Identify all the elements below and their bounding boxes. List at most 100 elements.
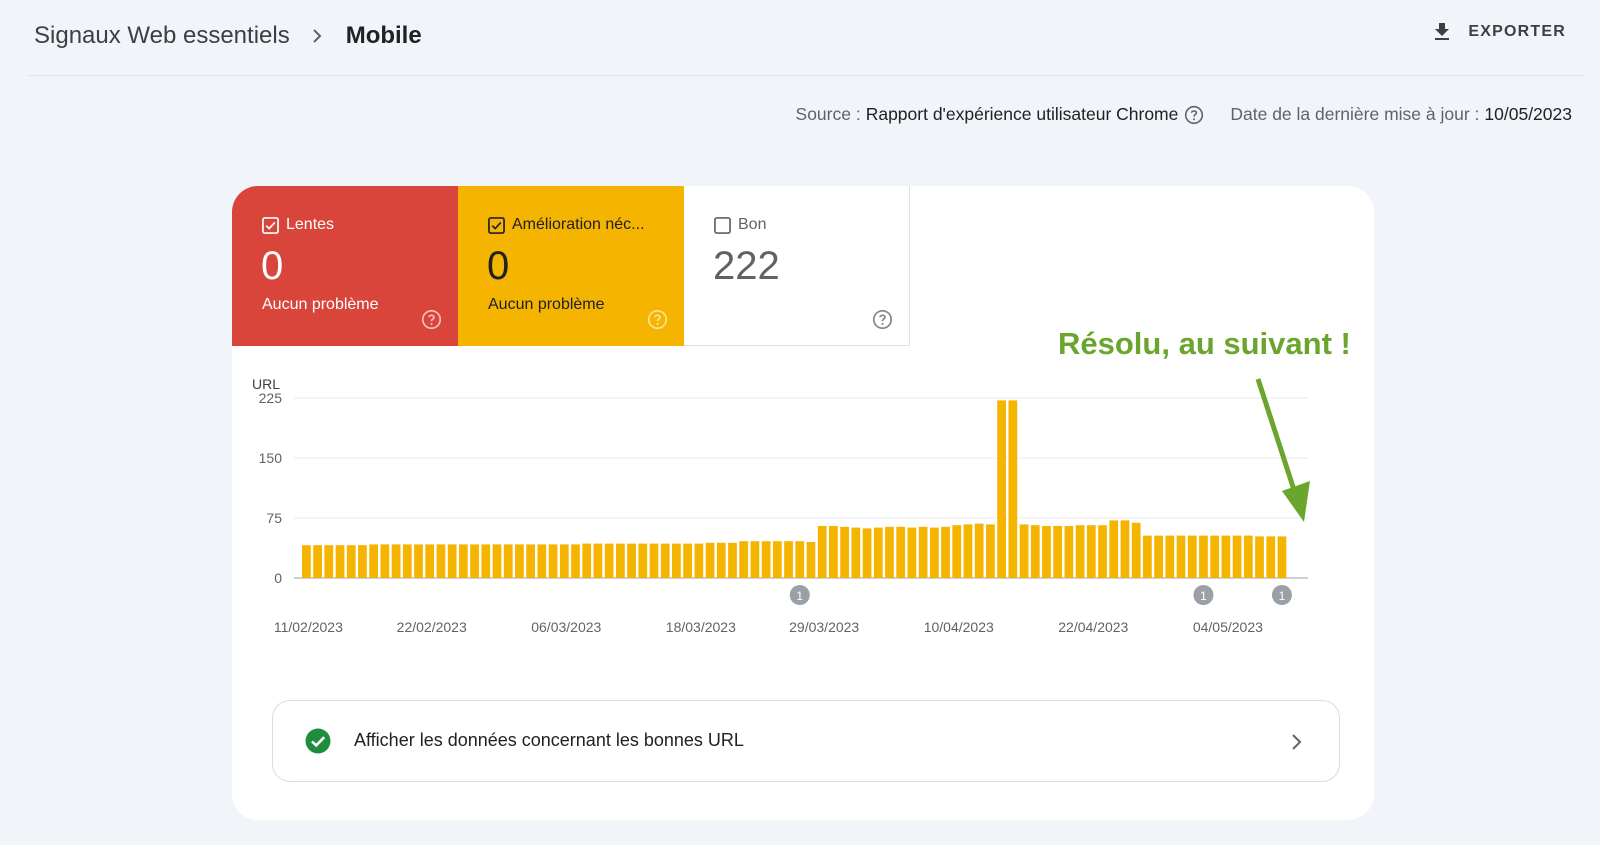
bar[interactable]: [1053, 526, 1063, 578]
bar[interactable]: [425, 544, 435, 578]
bar[interactable]: [997, 400, 1006, 578]
bar[interactable]: [1143, 535, 1152, 578]
bar[interactable]: [672, 543, 681, 578]
bar[interactable]: [1109, 520, 1119, 578]
bar[interactable]: [1008, 400, 1018, 578]
bar[interactable]: [683, 543, 693, 578]
bar[interactable]: [1243, 535, 1253, 578]
bar[interactable]: [986, 524, 995, 578]
bar[interactable]: [918, 526, 928, 578]
bar[interactable]: [627, 543, 636, 578]
bar[interactable]: [1098, 525, 1107, 578]
bar[interactable]: [851, 527, 861, 578]
chart-annotation-marker[interactable]: 1: [1271, 585, 1292, 605]
help-icon[interactable]: [872, 309, 893, 330]
tile-slow[interactable]: Lentes 0 Aucun problème: [232, 186, 458, 346]
bar[interactable]: [391, 544, 401, 578]
help-icon[interactable]: [1184, 105, 1204, 125]
bar[interactable]: [817, 526, 827, 578]
breadcrumb-root[interactable]: Signaux Web essentiels: [34, 22, 290, 49]
bar[interactable]: [952, 525, 962, 578]
bar[interactable]: [716, 542, 726, 578]
bar[interactable]: [761, 541, 771, 578]
bar[interactable]: [470, 544, 479, 578]
bar[interactable]: [335, 545, 345, 578]
bar[interactable]: [840, 526, 849, 578]
bar[interactable]: [885, 526, 894, 578]
bar[interactable]: [873, 527, 883, 578]
bar[interactable]: [795, 541, 805, 578]
bar[interactable]: [369, 544, 379, 578]
bar[interactable]: [1232, 535, 1242, 578]
bar[interactable]: [660, 543, 670, 578]
bar[interactable]: [705, 542, 715, 578]
bar[interactable]: [907, 527, 917, 578]
bar[interactable]: [963, 524, 973, 578]
bar[interactable]: [458, 544, 468, 578]
bar[interactable]: [481, 544, 491, 578]
bar[interactable]: [806, 542, 816, 578]
bar[interactable]: [1277, 536, 1287, 578]
chart-annotation-marker[interactable]: 1: [789, 585, 810, 605]
bar[interactable]: [324, 545, 334, 578]
bar[interactable]: [896, 526, 906, 578]
bar[interactable]: [1120, 520, 1130, 578]
bar[interactable]: [784, 541, 793, 578]
bar[interactable]: [1030, 525, 1040, 578]
bar[interactable]: [346, 545, 356, 578]
bar[interactable]: [1255, 536, 1264, 578]
bar[interactable]: [1187, 535, 1197, 578]
bar[interactable]: [313, 545, 322, 578]
bar[interactable]: [447, 544, 457, 578]
bar[interactable]: [515, 544, 524, 578]
checkbox-unchecked-icon[interactable]: [714, 216, 731, 234]
checkbox-checked-icon[interactable]: [488, 216, 505, 234]
bar[interactable]: [1131, 522, 1141, 578]
bar[interactable]: [941, 526, 950, 578]
bar[interactable]: [750, 541, 760, 578]
bar[interactable]: [492, 544, 502, 578]
help-icon[interactable]: [647, 309, 668, 330]
export-button[interactable]: EXPORTER: [1430, 20, 1566, 44]
bar[interactable]: [974, 523, 984, 578]
bar[interactable]: [1210, 535, 1220, 578]
bar[interactable]: [772, 541, 782, 578]
bar[interactable]: [1075, 525, 1085, 578]
bar[interactable]: [526, 544, 536, 578]
bar[interactable]: [1199, 535, 1208, 578]
bar[interactable]: [302, 545, 311, 578]
bar[interactable]: [559, 544, 569, 578]
bar[interactable]: [604, 543, 614, 578]
bar[interactable]: [1086, 525, 1096, 578]
bar[interactable]: [649, 543, 659, 578]
help-icon[interactable]: [421, 309, 442, 330]
bar[interactable]: [436, 544, 446, 578]
bar[interactable]: [1176, 535, 1186, 578]
checkbox-checked-icon[interactable]: [262, 216, 279, 234]
bar[interactable]: [929, 527, 939, 578]
bar[interactable]: [358, 545, 367, 578]
tile-needs-improvement[interactable]: Amélioration néc... 0 Aucun problème: [458, 186, 684, 346]
tile-good[interactable]: Bon 222: [684, 186, 910, 346]
good-urls-row[interactable]: Afficher les données concernant les bonn…: [272, 700, 1340, 782]
bar[interactable]: [638, 543, 648, 578]
bar[interactable]: [862, 528, 872, 578]
bar[interactable]: [582, 543, 592, 578]
bar[interactable]: [1165, 535, 1175, 578]
bar[interactable]: [1266, 536, 1276, 578]
bar[interactable]: [414, 544, 423, 578]
bar[interactable]: [1064, 526, 1074, 578]
bar[interactable]: [1154, 535, 1163, 578]
bar[interactable]: [728, 542, 737, 578]
bar[interactable]: [402, 544, 412, 578]
bar[interactable]: [1221, 535, 1231, 578]
bar[interactable]: [548, 544, 558, 578]
bar[interactable]: [537, 544, 547, 578]
bar[interactable]: [615, 543, 625, 578]
bar[interactable]: [694, 543, 704, 578]
bar[interactable]: [1042, 526, 1051, 578]
bar[interactable]: [593, 543, 603, 578]
bar[interactable]: [380, 544, 390, 578]
bar[interactable]: [503, 544, 513, 578]
bar[interactable]: [571, 544, 580, 578]
